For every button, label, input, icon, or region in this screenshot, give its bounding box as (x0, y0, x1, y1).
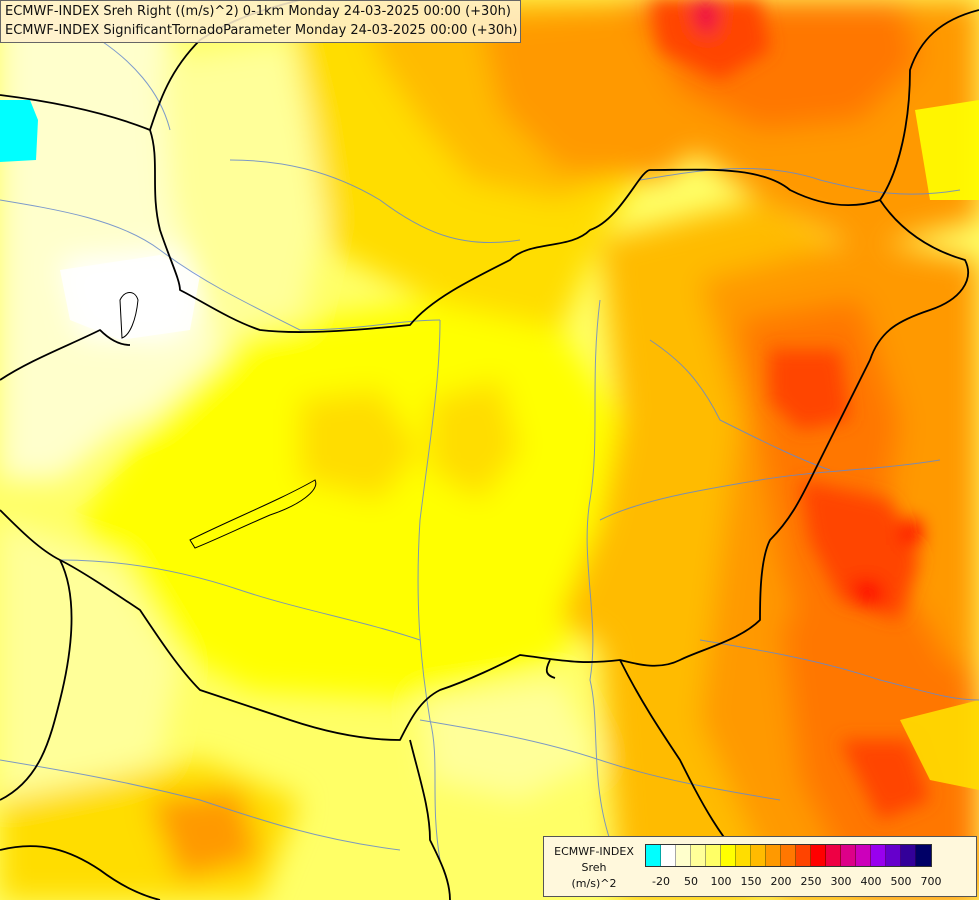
legend-swatch (751, 845, 766, 866)
patch-yellow-northeast (915, 100, 979, 200)
contour-gold-center (300, 390, 420, 500)
river-5 (419, 719, 781, 801)
legend-swatch (871, 845, 886, 866)
contour-light-southwest (0, 520, 180, 800)
core-red-1 (770, 350, 850, 430)
legend-name: ECMWF-INDEX Sreh (m/s)^2 (546, 844, 642, 892)
legend-swatch (841, 845, 856, 866)
contour-orange-southwest (150, 790, 260, 880)
border-southwest-1 (0, 559, 73, 801)
border-north-2 (879, 9, 979, 201)
legend-swatch (886, 845, 901, 866)
legend-tick-label: 200 (770, 875, 792, 888)
title-line-sreh: ECMWF-INDEX Sreh Right ((m/s)^2) 0-1km M… (5, 4, 511, 19)
border-southwest-2 (0, 845, 161, 900)
legend-swatch (721, 845, 736, 866)
river-10 (99, 39, 171, 131)
legend-swatch (916, 845, 931, 866)
legend-tick-label: 250 (800, 875, 822, 888)
patch-gold-east (900, 700, 979, 790)
river-8 (639, 167, 961, 195)
border-hungary (0, 94, 969, 741)
legend-tick-label: 400 (860, 875, 882, 888)
title-box: ECMWF-INDEX Sreh Right ((m/s)^2) 0-1km M… (0, 0, 521, 43)
border-south-1 (409, 739, 451, 900)
river-danube (417, 319, 441, 861)
legend-tick-label: -20 (652, 875, 670, 888)
river-6 (59, 559, 421, 641)
core-crimson-north (690, 0, 720, 35)
river-tisza (586, 299, 611, 841)
legend-swatch (811, 845, 826, 866)
river-1 (0, 199, 441, 331)
legend-line-3: (m/s)^2 (571, 877, 617, 890)
legend-tick-label: 700 (920, 875, 942, 888)
legend-tick-label: 500 (890, 875, 912, 888)
legend-line-2: Sreh (581, 861, 607, 874)
legend-swatch (826, 845, 841, 866)
legend-swatch (676, 845, 691, 866)
legend-swatches (645, 844, 932, 867)
legend-swatch (646, 845, 661, 866)
river-3 (649, 339, 831, 471)
white-low-area (60, 255, 200, 340)
legend-swatch (661, 845, 676, 866)
contour-light-band (160, 40, 330, 370)
legend-swatch (706, 845, 721, 866)
core-red-north (650, 0, 770, 80)
river-9 (699, 639, 979, 701)
legend-tick-label: 150 (740, 875, 762, 888)
river-11 (0, 759, 401, 851)
legend-swatch (796, 845, 811, 866)
lake-balaton (189, 479, 317, 549)
river-7 (229, 159, 521, 244)
legend-swatch (856, 845, 871, 866)
core-red-southeast (840, 740, 930, 820)
contour-gold-center-east (430, 380, 520, 500)
legend-ticks: -20 50 100 150 200 250 300 400 500 700 (645, 875, 975, 891)
legend-tick-label: 50 (684, 875, 698, 888)
color-legend: ECMWF-INDEX Sreh (m/s)^2 -20 50 100 150 200 2… (543, 836, 977, 897)
title-line-stp: ECMWF-INDEX SignificantTornadoParameter … (5, 23, 518, 38)
core-scarlet-2 (900, 520, 922, 545)
legend-swatch (781, 845, 796, 866)
border-west-1 (0, 329, 131, 381)
rivers (0, 39, 979, 861)
legend-tick-label: 100 (710, 875, 732, 888)
cyan-negative-area (0, 100, 38, 162)
legend-swatch (766, 845, 781, 866)
legend-line-1: ECMWF-INDEX (554, 845, 634, 858)
legend-swatch (691, 845, 706, 866)
legend-tick-label: 300 (830, 875, 852, 888)
sreh-cores (650, 0, 930, 820)
contour-light-south (420, 680, 600, 800)
river-4 (599, 459, 941, 521)
border-islet (545, 659, 556, 679)
core-red-2 (800, 480, 920, 620)
core-scarlet (850, 580, 885, 605)
legend-swatch (901, 845, 916, 866)
lake-neusiedl (119, 292, 139, 339)
legend-swatch (736, 845, 751, 866)
